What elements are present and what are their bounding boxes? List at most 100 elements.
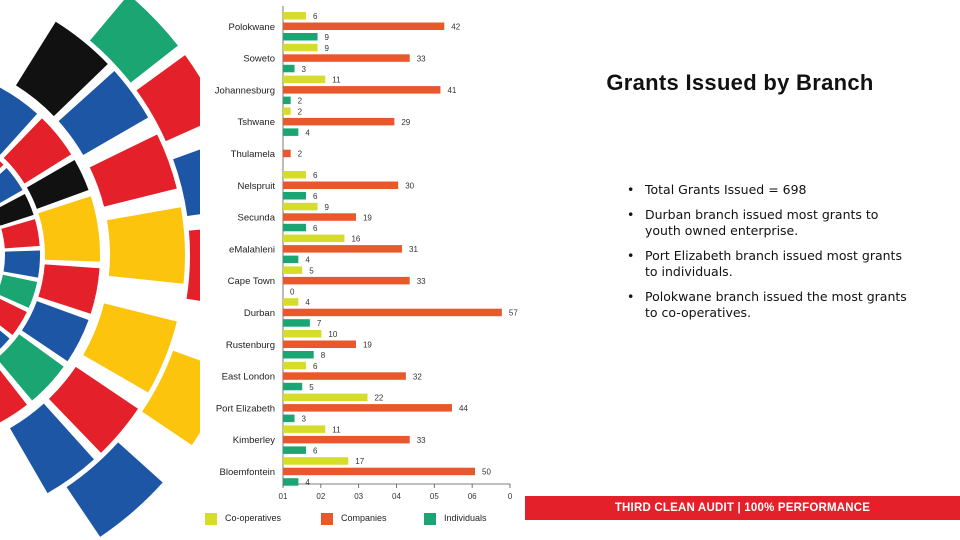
bar-companies <box>283 213 356 221</box>
deco-ray-3-4 <box>142 350 200 446</box>
bar-individuals <box>283 255 299 264</box>
bar-value-label: 5 <box>309 266 314 275</box>
deco-ray-3-3 <box>186 229 200 301</box>
category-label: Polokwane <box>229 22 275 33</box>
bar-co-operatives <box>283 457 349 465</box>
page-title: Grants Issued by Branch <box>606 70 874 95</box>
deco-ray-2-1 <box>58 70 149 155</box>
bar-value-label: 5 <box>309 383 314 392</box>
bar-companies <box>283 22 445 30</box>
bar-value-label: 42 <box>451 23 460 32</box>
decorative-rays <box>0 0 200 537</box>
legend-swatch-companies <box>321 512 333 525</box>
bar-co-operatives <box>283 266 303 274</box>
bar-value-label: 41 <box>447 86 456 95</box>
deco-ray-3-2 <box>173 149 200 217</box>
bar-value-label: 8 <box>321 351 326 360</box>
category-label: Bloemfontein <box>220 467 275 478</box>
category-label: Rustenburg <box>226 340 275 351</box>
x-tick-label: 0 <box>508 492 513 501</box>
chart-legend: Co-operatives Companies Individuals <box>205 509 505 527</box>
bar-value-label: 3 <box>302 415 307 424</box>
bar-value-label: 0 <box>290 287 295 296</box>
legend-label-individuals: Individuals <box>444 513 487 523</box>
bar-companies <box>283 276 410 285</box>
deco-ray-2-2 <box>89 134 177 207</box>
bar-value-label: 19 <box>363 213 372 222</box>
deco-ray-0-1 <box>0 161 4 169</box>
deco-ray-0-3 <box>0 193 34 226</box>
bar-companies <box>283 372 406 380</box>
bar-individuals <box>283 192 307 200</box>
legend-item-individuals: Individuals <box>424 509 487 527</box>
deco-ray-3-5 <box>66 442 163 537</box>
bar-value-label: 2 <box>298 107 303 116</box>
bar-companies <box>283 467 475 476</box>
bar-individuals <box>283 414 295 423</box>
bar-individuals <box>283 478 299 486</box>
deco-ray-1-1 <box>3 118 72 184</box>
category-label: eMalahleni <box>229 244 275 255</box>
bar-value-label: 9 <box>325 203 330 212</box>
bar-co-operatives <box>283 75 326 84</box>
deco-ray-2-6 <box>10 403 95 494</box>
bar-companies <box>283 54 410 62</box>
category-label: Soweto <box>243 54 275 65</box>
bar-value-label: 6 <box>313 171 318 180</box>
x-tick-label: 06 <box>468 492 477 501</box>
deco-ray-1-6 <box>0 334 64 401</box>
legend-item-cooperatives: Co-operatives <box>205 509 281 527</box>
bar-individuals <box>283 33 318 41</box>
category-label: Port Elizabeth <box>216 403 275 414</box>
x-tick-label: 03 <box>354 492 363 501</box>
bar-value-label: 31 <box>409 245 418 254</box>
bar-individuals <box>283 64 295 73</box>
deco-ray-2-5 <box>48 366 138 453</box>
bar-value-label: 22 <box>374 394 383 403</box>
bar-chart: Polokwane6429Soweto9333Johannesburg11412… <box>215 6 518 501</box>
bar-value-label: 3 <box>302 65 307 74</box>
bar-value-label: 29 <box>401 118 410 127</box>
bar-value-label: 33 <box>417 54 426 63</box>
bar-co-operatives <box>283 107 291 115</box>
bar-co-operatives <box>283 234 345 243</box>
bar-value-label: 4 <box>305 128 310 137</box>
bar-companies <box>283 86 441 94</box>
bullet-total: Total Grants Issued = 698 <box>625 182 915 198</box>
x-tick-label: 02 <box>316 492 325 501</box>
bar-companies <box>283 340 356 348</box>
bar-companies <box>283 149 291 158</box>
bar-co-operatives <box>283 171 307 179</box>
bar-value-label: 19 <box>363 341 372 350</box>
bar-individuals <box>283 319 310 327</box>
bar-value-label: 7 <box>317 319 322 328</box>
bar-companies <box>283 245 403 253</box>
deco-ray-1-4 <box>38 264 100 314</box>
deco-ray-0-5 <box>3 250 41 278</box>
legend-swatch-cooperatives <box>205 512 217 525</box>
bar-individuals <box>283 223 307 232</box>
bar-value-label: 16 <box>351 235 360 244</box>
bar-individuals <box>283 351 314 359</box>
category-label: Tshwane <box>238 117 276 128</box>
bar-individuals <box>283 128 299 136</box>
category-label: Durban <box>244 308 275 319</box>
deco-ray-3-0 <box>89 0 178 83</box>
bar-value-label: 6 <box>313 192 318 201</box>
bar-value-label: 2 <box>298 150 303 159</box>
deco-ray-0-6 <box>0 274 38 308</box>
bullet-port-elizabeth: Port Elizabeth branch issued most grants… <box>625 248 915 280</box>
bar-companies <box>283 308 502 317</box>
bar-individuals <box>283 382 303 391</box>
bar-value-label: 33 <box>417 436 426 445</box>
bar-value-label: 17 <box>355 457 364 466</box>
legend-label-cooperatives: Co-operatives <box>225 513 282 523</box>
deco-ray-0-4 <box>1 219 40 249</box>
bar-value-label: 33 <box>417 277 426 286</box>
bar-value-label: 57 <box>509 309 518 318</box>
bar-co-operatives <box>283 330 322 338</box>
bar-companies <box>283 435 410 444</box>
legend-label-companies: Companies <box>341 513 387 523</box>
deco-ray-0-8 <box>0 330 10 349</box>
deco-ray-0-2 <box>0 168 23 204</box>
